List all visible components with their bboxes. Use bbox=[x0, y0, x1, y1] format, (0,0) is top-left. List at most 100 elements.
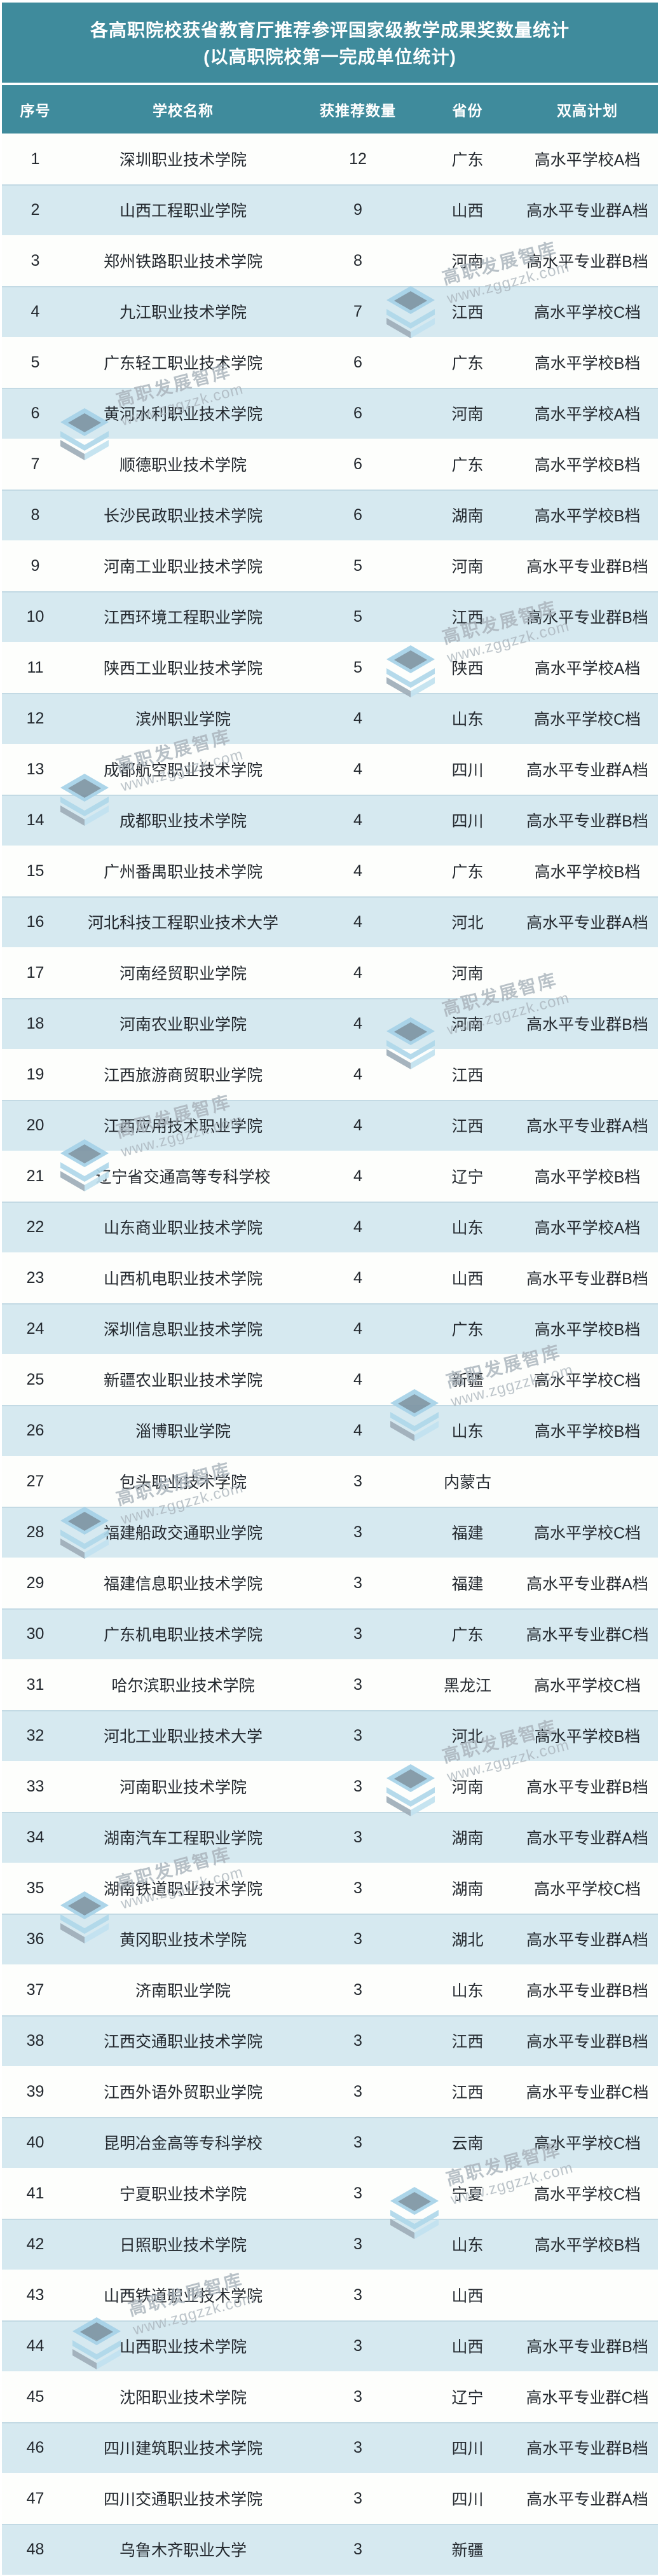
school-name-cell: 广州番禺职业技术学院 bbox=[69, 860, 297, 882]
school-name-value: 宁夏职业技术学院 bbox=[119, 2186, 247, 2203]
double-high-plan-value: 高水平学校B档 bbox=[534, 1728, 641, 1746]
recommend-count-value: 6 bbox=[353, 353, 362, 371]
province-value: 广东 bbox=[451, 151, 484, 169]
double-high-plan-value: 高水平学校A档 bbox=[534, 151, 641, 169]
province-value: 江西 bbox=[451, 2084, 484, 2102]
double-high-plan-value: 高水平学校A档 bbox=[534, 1219, 641, 1237]
province-value: 福建 bbox=[451, 1575, 484, 1593]
recommend-count-value: 4 bbox=[353, 1167, 362, 1185]
table-row-26: 26 淄博职业学院 4 山东 高水平学校B档 bbox=[2, 1405, 658, 1456]
school-name-value: 河南职业技术学院 bbox=[119, 1779, 247, 1797]
double-high-plan-cell: 高水平专业群C档 bbox=[517, 1622, 658, 1645]
table-row-21: 21 辽宁省交通高等专科学校 4 辽宁 高水平学校B档 bbox=[2, 1151, 658, 1202]
recommend-count-cell: 3 bbox=[297, 1879, 418, 1898]
province-value: 河南 bbox=[451, 1779, 484, 1797]
recommend-count-cell: 3 bbox=[297, 1981, 418, 1999]
school-name-cell: 九江职业技术学院 bbox=[69, 300, 297, 323]
province-cell: 广东 bbox=[418, 1622, 517, 1645]
province-cell: 山东 bbox=[418, 1216, 517, 1238]
school-name-cell: 新疆农业职业技术学院 bbox=[69, 1368, 297, 1391]
school-name-value: 广东机电职业技术学院 bbox=[103, 1626, 263, 1644]
double-high-plan-cell: 高水平专业群B档 bbox=[517, 2436, 658, 2459]
double-high-plan-cell: 高水平专业群A档 bbox=[517, 1114, 658, 1137]
rank-cell: 10 bbox=[2, 608, 69, 626]
province-cell: 陕西 bbox=[418, 656, 517, 679]
school-name-value: 山西职业技术学院 bbox=[119, 2338, 247, 2356]
school-name-value: 成都航空职业技术学院 bbox=[103, 762, 263, 779]
school-name-cell: 深圳职业技术学院 bbox=[69, 147, 297, 170]
rank-value: 26 bbox=[26, 1421, 44, 1439]
rank-cell: 42 bbox=[2, 2235, 69, 2254]
double-high-plan-cell: 高水平专业群C档 bbox=[517, 2080, 658, 2103]
recommend-count-cell: 4 bbox=[297, 1320, 418, 1338]
recommend-count-cell: 3 bbox=[297, 2490, 418, 2508]
column-header-rank: 序号 bbox=[20, 102, 51, 119]
recommend-count-value: 3 bbox=[353, 1828, 362, 1846]
province-value: 江西 bbox=[451, 1118, 484, 1135]
rank-value: 17 bbox=[26, 963, 44, 982]
school-name-value: 日照职业技术学院 bbox=[119, 2237, 247, 2254]
province-value: 广东 bbox=[451, 355, 484, 373]
recommend-count-cell: 3 bbox=[297, 2083, 418, 2101]
recommend-count-value: 4 bbox=[353, 861, 362, 880]
rank-cell: 45 bbox=[2, 2388, 69, 2406]
double-high-plan-value: 高水平专业群B档 bbox=[526, 2338, 648, 2356]
province-cell: 广东 bbox=[418, 147, 517, 170]
double-high-plan-value: 高水平专业群C档 bbox=[526, 2084, 649, 2102]
school-name-cell: 成都职业技术学院 bbox=[69, 809, 297, 832]
province-value: 山西 bbox=[451, 1270, 484, 1288]
double-high-plan-cell: 高水平学校C档 bbox=[517, 2131, 658, 2154]
rank-cell: 48 bbox=[2, 2540, 69, 2559]
table-row-22: 22 山东商业职业技术学院 4 山东 高水平学校A档 bbox=[2, 1202, 658, 1252]
school-name-value: 淄博职业学院 bbox=[135, 1423, 231, 1441]
recommend-count-cell: 3 bbox=[297, 2540, 418, 2559]
rank-value: 7 bbox=[31, 455, 40, 473]
rank-value: 10 bbox=[26, 607, 44, 626]
table-row-37: 37 济南职业学院 3 山东 高水平专业群B档 bbox=[2, 1964, 658, 2015]
school-name-cell: 江西外语外贸职业学院 bbox=[69, 2080, 297, 2103]
double-high-plan-cell: 高水平学校C档 bbox=[517, 1877, 658, 1900]
recommend-count-value: 4 bbox=[353, 1421, 362, 1439]
table-row-44: 44 山西职业技术学院 3 山西 高水平专业群B档 bbox=[2, 2320, 658, 2371]
province-cell: 江西 bbox=[418, 1114, 517, 1137]
rank-value: 22 bbox=[26, 1217, 44, 1236]
province-cell: 辽宁 bbox=[418, 1165, 517, 1188]
province-cell: 江西 bbox=[418, 2029, 517, 2052]
school-name-cell: 郑州铁路职业技术学院 bbox=[69, 249, 297, 272]
recommend-count-value: 3 bbox=[353, 1929, 362, 1948]
province-cell: 黑龙江 bbox=[418, 1673, 517, 1696]
recommend-count-value: 4 bbox=[353, 811, 362, 829]
recommend-count-cell: 4 bbox=[297, 1167, 418, 1186]
school-name-cell: 哈尔滨职业技术学院 bbox=[69, 1673, 297, 1696]
table-row-5: 5 广东轻工职业技术学院 6 广东 高水平学校B档 bbox=[2, 337, 658, 388]
double-high-plan-value: 高水平学校B档 bbox=[534, 507, 641, 525]
recommend-count-value: 3 bbox=[353, 2133, 362, 2151]
school-name-cell: 四川建筑职业技术学院 bbox=[69, 2436, 297, 2459]
recommend-count-value: 3 bbox=[353, 2540, 362, 2558]
school-name-value: 河北工业职业技术大学 bbox=[103, 1728, 263, 1746]
table-row-24: 24 深圳信息职业技术学院 4 广东 高水平学校B档 bbox=[2, 1303, 658, 1354]
column-header-row: 序号 学校名称 获推荐数量 省份 双高计划 bbox=[2, 85, 658, 134]
school-name-value: 河南农业职业学院 bbox=[119, 1016, 247, 1034]
table-row-47: 47 四川交通职业技术学院 3 四川 高水平专业群A档 bbox=[2, 2473, 658, 2524]
province-cell: 云南 bbox=[418, 2131, 517, 2154]
double-high-plan-value: 高水平专业群B档 bbox=[526, 253, 648, 271]
double-high-plan-value: 高水平学校B档 bbox=[534, 1423, 641, 1441]
recommend-count-value: 3 bbox=[353, 2489, 362, 2507]
recommend-count-cell: 3 bbox=[297, 2184, 418, 2203]
recommend-count-value: 9 bbox=[353, 200, 362, 219]
rank-value: 1 bbox=[31, 149, 40, 168]
recommend-count-cell: 3 bbox=[297, 2337, 418, 2355]
province-cell: 新疆 bbox=[418, 1368, 517, 1391]
province-value: 湖北 bbox=[451, 1931, 484, 1949]
double-high-plan-cell: 高水平专业群A档 bbox=[517, 1826, 658, 1849]
province-value: 新疆 bbox=[451, 1372, 484, 1390]
double-high-plan-cell: 高水平学校B档 bbox=[517, 1317, 658, 1340]
recommend-count-value: 3 bbox=[353, 1472, 362, 1490]
province-cell: 湖南 bbox=[418, 1877, 517, 1900]
school-name-cell: 湖南铁道职业技术学院 bbox=[69, 1877, 297, 1900]
rank-value: 28 bbox=[26, 1523, 44, 1541]
school-name-cell: 江西旅游商贸职业学院 bbox=[69, 1063, 297, 1086]
province-cell: 山东 bbox=[418, 1419, 517, 1442]
province-value: 新疆 bbox=[451, 2542, 484, 2559]
